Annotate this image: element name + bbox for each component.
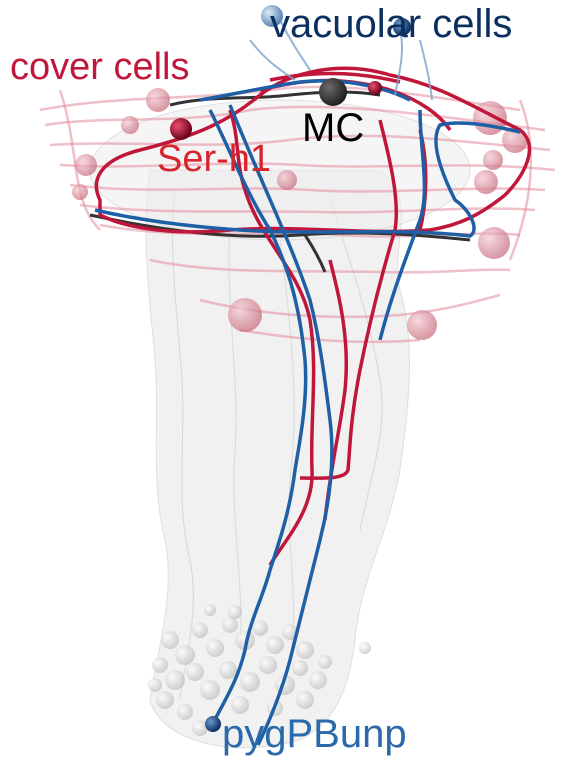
- label-pygpbunp: pygPBunp: [222, 712, 407, 756]
- cover-cell-sphere: [368, 81, 382, 95]
- highlighted-cells: [170, 5, 411, 732]
- vacuolar-cell-sphere-2: [393, 18, 411, 36]
- cell-body-cluster: [148, 604, 371, 736]
- vacuolar-cell-sphere: [261, 5, 283, 27]
- label-mc: MC: [302, 106, 365, 150]
- label-vacuolar-cells: vacuolar cells: [270, 2, 513, 46]
- label-ser-h1: Ser-h1: [157, 138, 272, 180]
- blue-neuron: [94, 79, 521, 746]
- label-cover-cells: cover cells: [10, 46, 190, 88]
- pygpbunp-sphere: [205, 716, 221, 732]
- mc-sphere: [319, 78, 347, 106]
- ser-h1-sphere: [170, 118, 192, 140]
